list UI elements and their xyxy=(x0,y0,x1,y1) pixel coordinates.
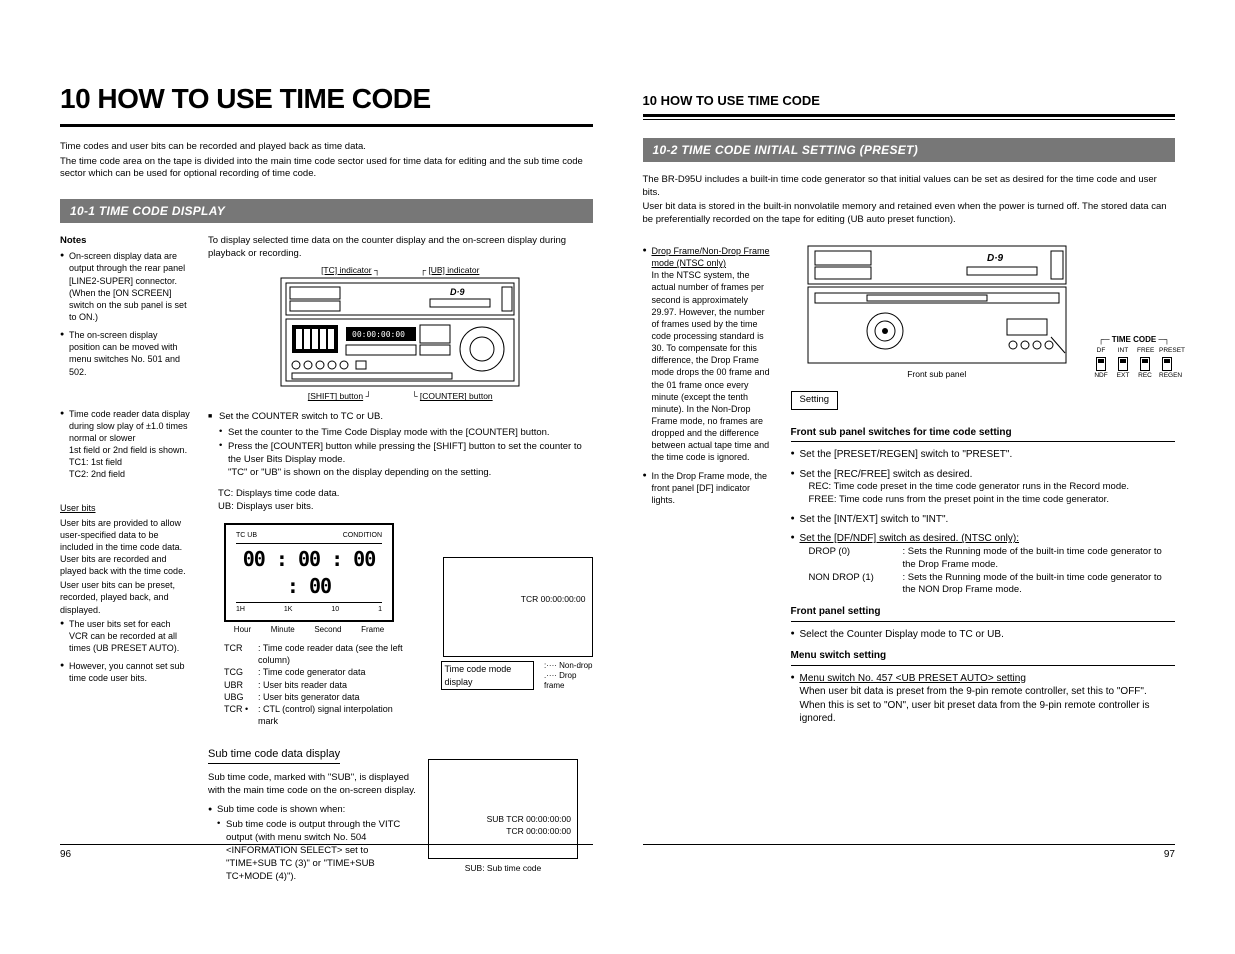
counter-button-label: └ [COUNTER] button xyxy=(412,391,493,402)
setting-box: Setting xyxy=(791,391,839,410)
note-item: On-screen display data are output throug… xyxy=(60,250,190,323)
osd-mode-label: Time code mode display xyxy=(441,661,535,690)
fs-li: Set the [PRESET/REGEN] switch to "PRESET… xyxy=(791,448,1176,462)
sub-tc-p1: Sub time code, marked with "SUB", is dis… xyxy=(208,772,418,798)
ub-indicator-label: ┌ [UB] indicator xyxy=(420,265,479,276)
page-left: 10 HOW TO USE TIME CODE Time codes and u… xyxy=(60,0,593,889)
tcr-legend: TCR: Time code reader data (see the left… xyxy=(224,642,415,727)
note-item: Time code reader data display during slo… xyxy=(60,408,190,481)
page-right: 10 HOW TO USE TIME CODE 10-2 TIME CODE I… xyxy=(643,0,1176,889)
sub-tc-heading: Sub time code data display xyxy=(208,747,340,764)
svg-text:D·9: D·9 xyxy=(450,287,465,297)
fs-li: Set the [INT/EXT] switch to "INT". xyxy=(791,513,1176,527)
front-panel-setting-h: Front panel setting xyxy=(791,605,1176,622)
sec-10-2-intro1: The BR-D95U includes a built-in time cod… xyxy=(643,174,1176,200)
drop-frame-note-col: Drop Frame/Non-Drop Frame mode (NTSC onl… xyxy=(643,245,773,732)
svg-text:D·9: D·9 xyxy=(987,253,1004,264)
tc-display-box: TC UBCONDITION 00 : 00 : 00 : 00 1H1K101 xyxy=(224,523,394,622)
intro-p2: The time code area on the tape is divide… xyxy=(60,156,593,182)
userbits-li: However, you cannot set sub time code us… xyxy=(60,660,190,684)
display-intro: To display selected time data on the cou… xyxy=(208,235,593,261)
notes-column: Notes On-screen display data are output … xyxy=(60,235,190,889)
vcr-illustration: D·9 00:00:00:00 xyxy=(280,277,520,387)
tc-line: TC: Displays time code data. xyxy=(218,488,593,501)
fs-li: Set the [DF/NDF] switch as desired. (NTS… xyxy=(791,532,1176,597)
sec-10-2-intro2: User bit data is stored in the built-in … xyxy=(643,201,1176,227)
fp-li: Select the Counter Display mode to TC or… xyxy=(791,628,1176,642)
page-number-right: 97 xyxy=(1164,848,1175,862)
userbits-p2: User user bits can be preset, recorded, … xyxy=(60,579,190,615)
counter-instruction: Set the COUNTER switch to TC or UB. Set … xyxy=(208,411,593,480)
ms-li: Menu switch No. 457 <UB PRESET AUTO> set… xyxy=(791,672,1176,726)
shift-button-label: [SHIFT] button ┘ xyxy=(308,391,372,402)
userbits-li: The user bits set for each VCR can be re… xyxy=(60,618,190,654)
main-column: To display selected time data on the cou… xyxy=(208,235,593,889)
chapter-title: 10 HOW TO USE TIME CODE xyxy=(60,80,593,118)
osd-screen-1: TCR 00:00:00:00 xyxy=(443,557,593,657)
front-sub-switches-h: Front sub panel switches for time code s… xyxy=(791,426,1176,443)
intro-p1: Time codes and user bits can be recorded… xyxy=(60,141,593,154)
notes-heading: Notes xyxy=(60,235,190,248)
time-code-switches: ┌─ TIME CODE ─┐ DFNDF INTEXT FREEREC PRE… xyxy=(1093,335,1175,381)
right-running-header: 10 HOW TO USE TIME CODE xyxy=(643,92,1176,110)
ub-line: UB: Displays user bits. xyxy=(218,501,593,514)
menu-switch-setting-h: Menu switch setting xyxy=(791,649,1176,666)
front-sub-caption: Front sub panel xyxy=(791,369,1084,380)
front-sub-panel-illustration: D·9 xyxy=(807,245,1067,365)
svg-text:00:00:00:00: 00:00:00:00 xyxy=(352,330,405,339)
rule xyxy=(60,124,593,127)
device-figure: [TC] indicator ┐ ┌ [UB] indicator D·9 xyxy=(208,265,593,403)
fs-li: Set the [REC/FREE] switch as desired. RE… xyxy=(791,468,1176,507)
page-number-left: 96 xyxy=(60,848,71,862)
userbits-p1: User bits are provided to allow user-spe… xyxy=(60,517,190,578)
tc-indicator-label: [TC] indicator ┐ xyxy=(321,265,380,276)
section-10-1-bar: 10-1 TIME CODE DISPLAY xyxy=(60,199,593,223)
section-10-2-bar: 10-2 TIME CODE INITIAL SETTING (PRESET) xyxy=(643,138,1176,162)
intro-block: Time codes and user bits can be recorded… xyxy=(60,141,593,181)
note-item: The on-screen display position can be mo… xyxy=(60,329,190,378)
tc-digits: 00 : 00 : 00 : 00 xyxy=(236,546,382,600)
osd2-caption: SUB: Sub time code xyxy=(428,863,578,874)
userbits-heading: User bits xyxy=(60,502,190,514)
